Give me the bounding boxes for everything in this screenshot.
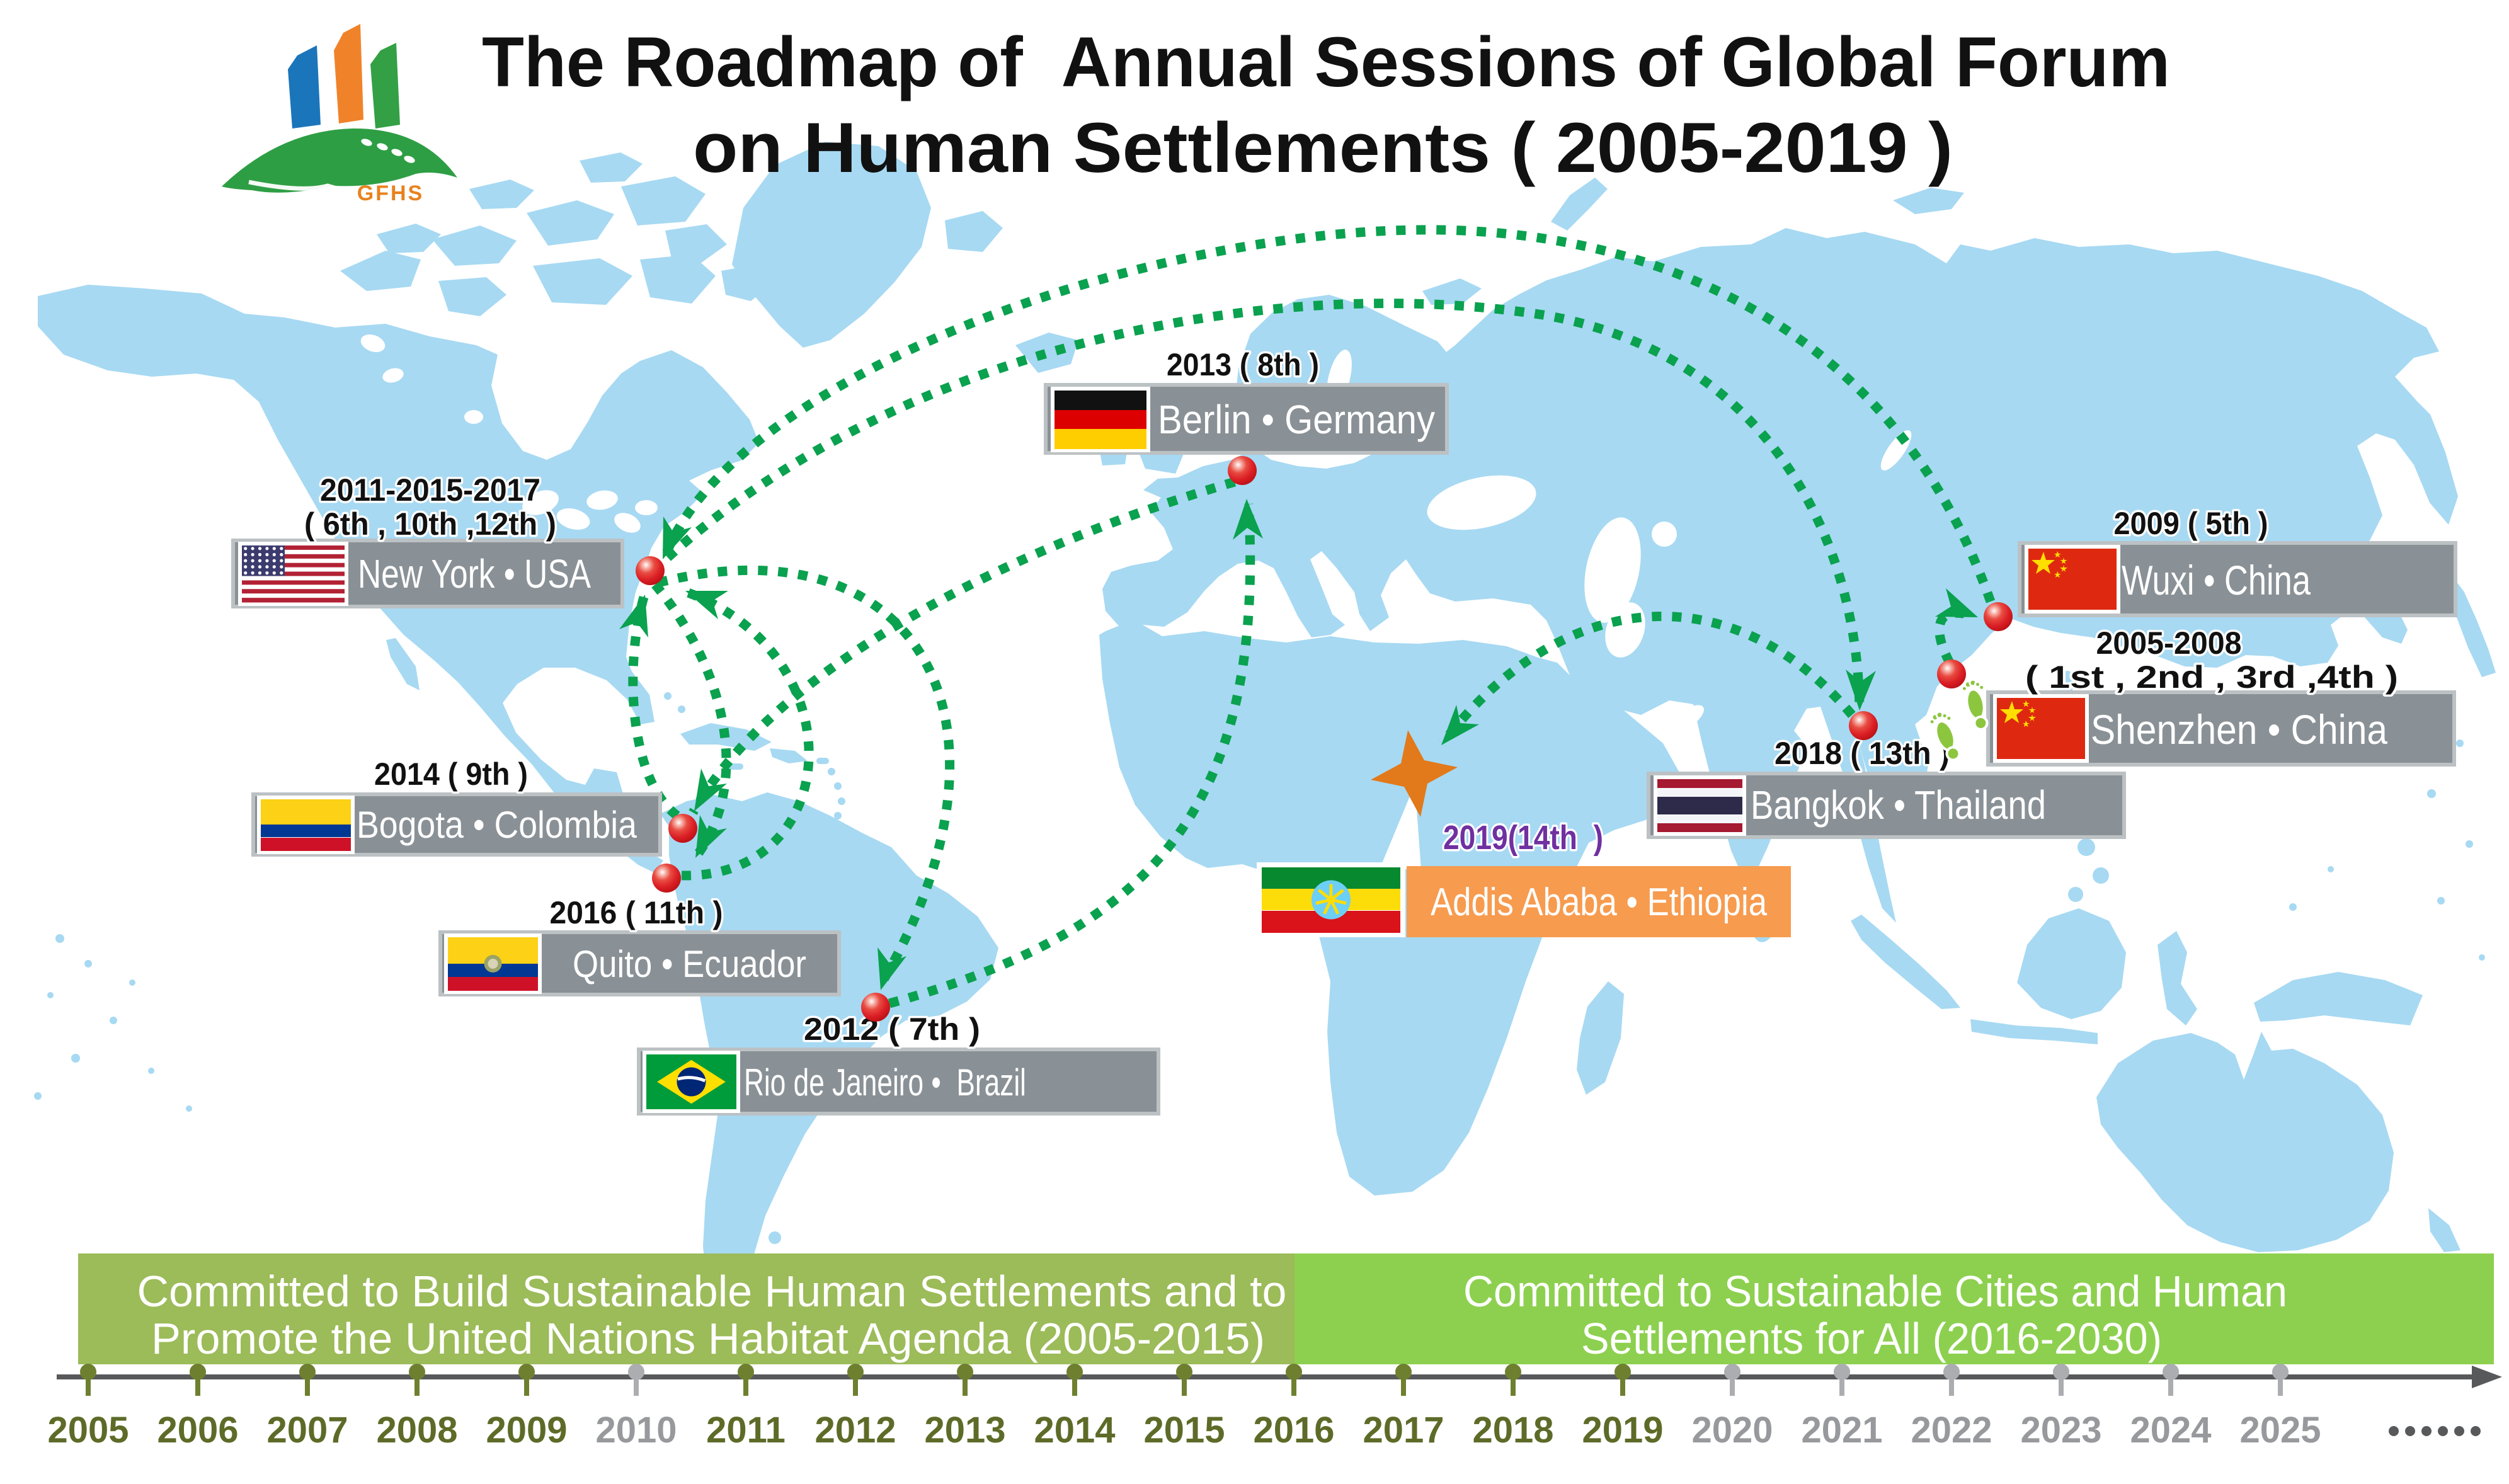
svg-text:2014: 2014 <box>1034 1410 1115 1451</box>
svg-text:on Human Settlements ( 2005-20: on Human Settlements ( 2005-2019 ) <box>693 108 1953 187</box>
svg-text:2008: 2008 <box>376 1410 457 1451</box>
svg-text:2025: 2025 <box>2239 1410 2321 1451</box>
svg-text:The Roadmap of Annual Session: The Roadmap of Annual Sessions of Global… <box>482 23 2170 101</box>
svg-text:Committed to Sustainable Citie: Committed to Sustainable Cities and Huma… <box>1463 1267 2287 1316</box>
svg-text:( 1st , 2nd , 3rd ,4th ): ( 1st , 2nd , 3rd ,4th ) <box>2025 659 2398 695</box>
svg-text:2005: 2005 <box>47 1410 129 1451</box>
svg-text:2009: 2009 <box>486 1410 567 1451</box>
svg-text:Quito • Ecuador: Quito • Ecuador <box>573 943 806 985</box>
svg-text:2014 ( 9th ): 2014 ( 9th ) <box>374 756 528 792</box>
svg-text:New York • USA: New York • USA <box>358 551 591 596</box>
svg-text:GFHS: GFHS <box>357 181 424 205</box>
svg-text:Addis Ababa • Ethiopia: Addis Ababa • Ethiopia <box>1431 881 1767 924</box>
svg-text:2012 ( 7th ): 2012 ( 7th ) <box>804 1012 980 1047</box>
svg-text:Bangkok • Thailand: Bangkok • Thailand <box>1751 782 2046 828</box>
svg-text:2022: 2022 <box>1911 1410 1992 1451</box>
svg-text:2017: 2017 <box>1363 1410 1444 1451</box>
svg-text:( 6th , 10th ,12th ): ( 6th , 10th ,12th ) <box>304 506 556 542</box>
svg-text:2013: 2013 <box>924 1410 1005 1451</box>
svg-text:Berlin • Germany: Berlin • Germany <box>1158 397 1435 442</box>
svg-text:2013 ( 8th ): 2013 ( 8th ) <box>1167 347 1319 382</box>
svg-text:2020: 2020 <box>1691 1410 1773 1451</box>
svg-text:2005-2008: 2005-2008 <box>2096 625 2242 661</box>
svg-text:Settlements for All (2016-2030: Settlements for All (2016-2030) <box>1581 1314 2162 1363</box>
svg-text:2023: 2023 <box>2020 1410 2101 1451</box>
svg-text:2018: 2018 <box>1472 1410 1553 1451</box>
svg-text:2009 ( 5th ): 2009 ( 5th ) <box>2114 506 2268 541</box>
svg-text:2024: 2024 <box>2130 1410 2211 1451</box>
svg-text:2007: 2007 <box>266 1410 348 1451</box>
svg-text:Rio de Janeiro • Brazil: Rio de Janeiro • Brazil <box>744 1061 1026 1104</box>
svg-text:2016: 2016 <box>1253 1410 1334 1451</box>
svg-text:Bogota • Colombia: Bogota • Colombia <box>357 804 637 846</box>
svg-text:2019: 2019 <box>1582 1410 1663 1451</box>
svg-text:Promote the United Nations Hab: Promote the United Nations Habitat Agend… <box>151 1314 1265 1363</box>
svg-text:2012: 2012 <box>814 1410 896 1451</box>
svg-text:2015: 2015 <box>1143 1410 1225 1451</box>
svg-text:Committed to Build Sustainable: Committed to Build Sustainable Human Set… <box>137 1267 1287 1316</box>
svg-text:2016 ( 11th ): 2016 ( 11th ) <box>550 895 723 930</box>
svg-text:Shenzhen • China: Shenzhen • China <box>2091 706 2387 753</box>
svg-text:2011-2015-2017: 2011-2015-2017 <box>320 472 540 508</box>
svg-text:2019(14th ): 2019(14th ) <box>1443 819 1603 857</box>
svg-text:2021: 2021 <box>1801 1410 1882 1451</box>
svg-text:2006: 2006 <box>157 1410 238 1451</box>
svg-text:Wuxi • China: Wuxi • China <box>2122 557 2311 603</box>
svg-text:2010: 2010 <box>595 1410 677 1451</box>
svg-text:2011: 2011 <box>706 1410 786 1451</box>
svg-text:2018 ( 13th ): 2018 ( 13th ) <box>1775 736 1950 771</box>
